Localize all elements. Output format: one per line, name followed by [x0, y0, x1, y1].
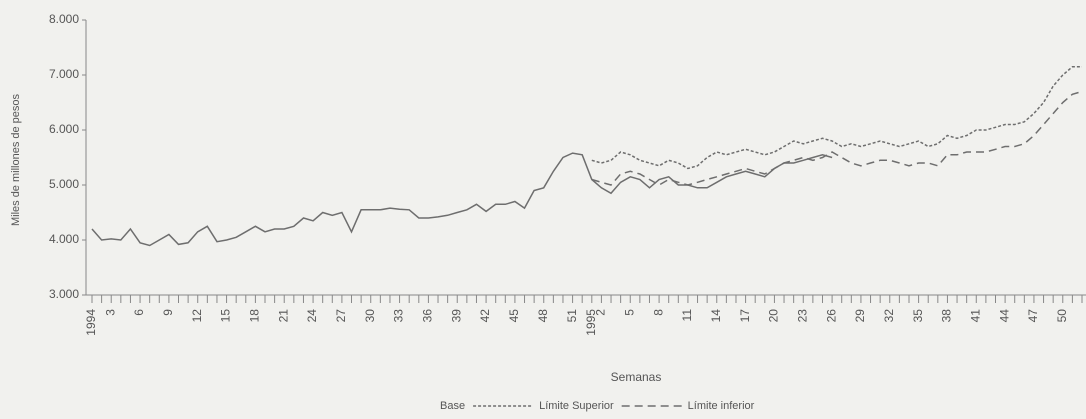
x-tick-label: 47 — [1026, 309, 1040, 323]
y-tick-label: 7.000 — [49, 67, 79, 81]
x-tick-label: 51 — [565, 309, 579, 323]
x-tick-label: 20 — [767, 309, 781, 323]
x-tick-label: 27 — [334, 309, 348, 323]
x-tick-label: 33 — [392, 309, 406, 323]
legend-label: Límite inferior — [688, 400, 755, 412]
x-tick-label: 44 — [997, 309, 1011, 323]
y-tick-label: 4.000 — [49, 232, 79, 246]
legend-label: Base — [440, 400, 465, 412]
x-tick-label: 14 — [709, 309, 723, 323]
x-tick-label: 26 — [824, 309, 838, 323]
x-tick-label: 36 — [421, 309, 435, 323]
x-tick-label: 17 — [738, 309, 752, 323]
x-tick-label: 5 — [622, 309, 636, 316]
x-tick-label: 45 — [507, 309, 521, 323]
x-tick-label: 50 — [1055, 309, 1069, 323]
x-tick-label: 1994 — [84, 309, 98, 336]
x-tick-label: 30 — [363, 309, 377, 323]
x-tick-label: 35 — [911, 309, 925, 323]
x-tick-label: 11 — [680, 309, 694, 322]
x-tick-label: 15 — [219, 309, 233, 323]
x-tick-label: 12 — [190, 309, 204, 323]
x-tick-label: 32 — [882, 309, 896, 323]
y-tick-label: 8.000 — [49, 12, 79, 26]
x-tick-label: 9 — [161, 309, 175, 316]
x-tick-label: 29 — [853, 309, 867, 323]
y-tick-label: 3.000 — [49, 287, 79, 301]
x-tick-label: 21 — [276, 309, 290, 323]
x-tick-label: 38 — [940, 309, 954, 323]
x-tick-label: 42 — [478, 309, 492, 323]
line-series — [91, 152, 833, 247]
x-tick-label: 23 — [795, 309, 809, 323]
x-tick-label: 18 — [248, 309, 262, 323]
x-tick-label: 39 — [449, 309, 463, 323]
x-tick-label: 41 — [968, 309, 982, 323]
x-tick-label: 2 — [594, 309, 608, 316]
legend-label: Límite Superior — [539, 400, 614, 412]
x-tick-label: 6 — [132, 309, 146, 316]
y-tick-label: 5.000 — [49, 177, 79, 191]
x-tick-label: 8 — [651, 309, 665, 316]
x-tick-label: 48 — [536, 309, 550, 323]
y-axis-label: Miles de millones de pesos — [10, 93, 22, 226]
line-series — [591, 66, 1082, 170]
x-axis-label: Semanas — [611, 370, 662, 384]
line-series — [591, 90, 1083, 186]
x-tick-label: 1995 — [584, 309, 598, 336]
y-tick-label: 6.000 — [49, 122, 79, 136]
x-tick-label: 24 — [305, 309, 319, 323]
x-tick-label: 3 — [103, 309, 117, 316]
